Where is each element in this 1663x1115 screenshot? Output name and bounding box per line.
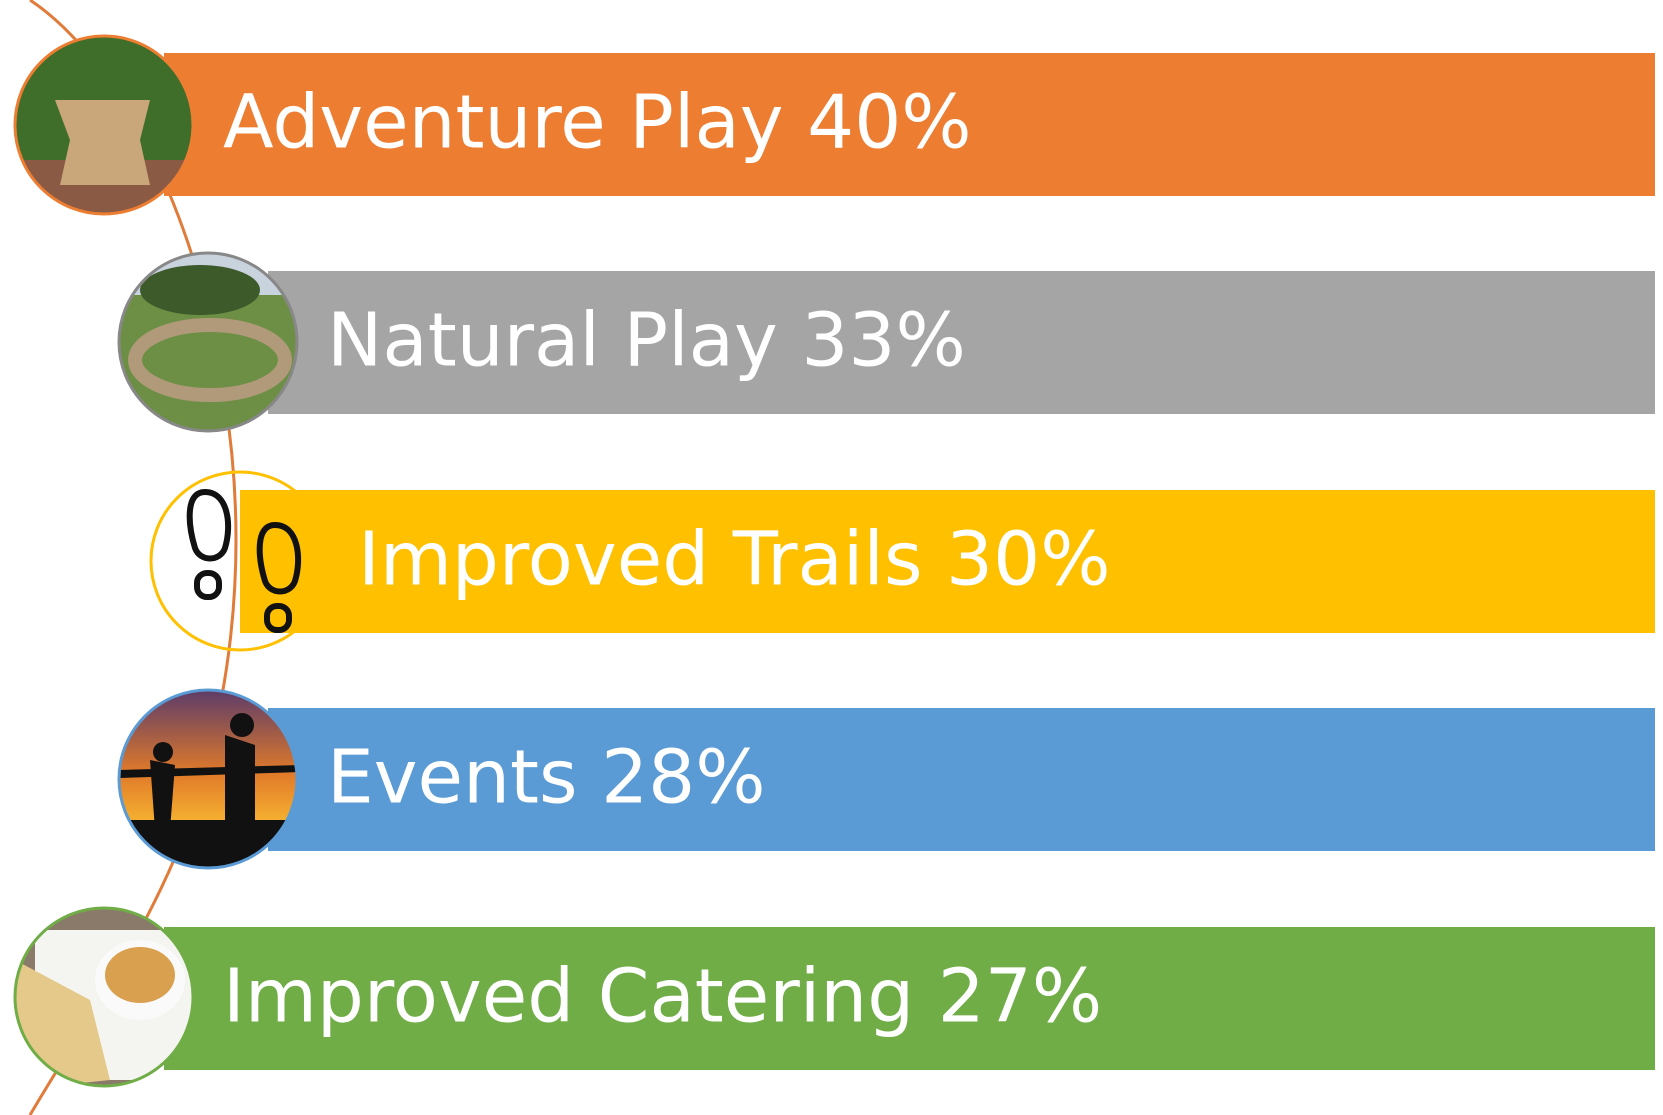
page: {"items": [ {"label": "Adventure Play 40… (0, 0, 1663, 1115)
item-label: Improved Trails 30% (358, 517, 1111, 603)
item-label: Natural Play 33% (327, 298, 966, 384)
infographic: Adventure Play 40% Natural Play 33% Impr… (0, 0, 1663, 1115)
item-label: Events 28% (327, 735, 766, 821)
item-label: Adventure Play 40% (223, 80, 972, 166)
item-label: Improved Catering 27% (223, 954, 1102, 1040)
